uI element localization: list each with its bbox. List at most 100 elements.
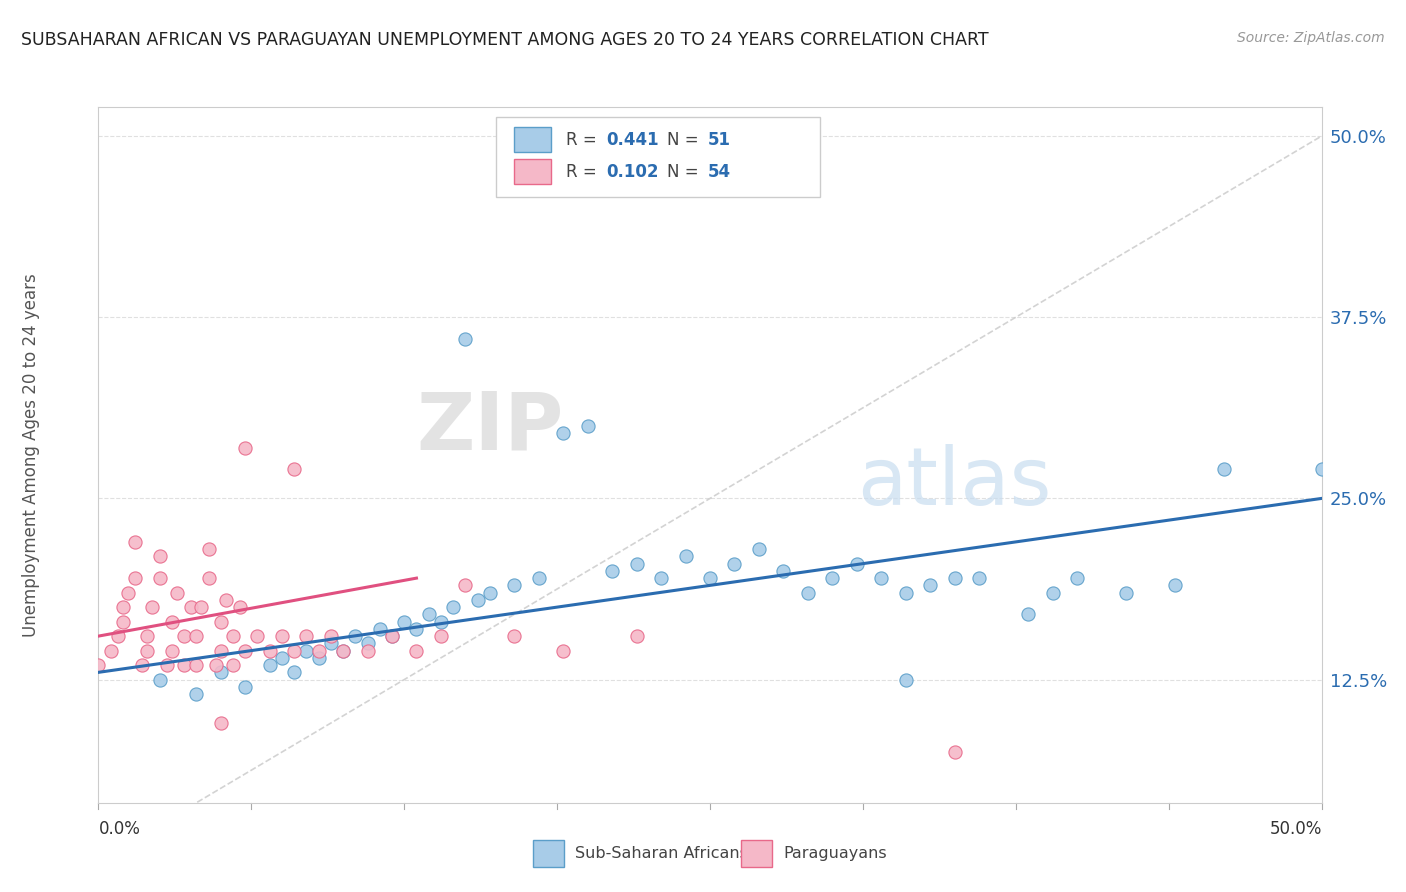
FancyBboxPatch shape — [741, 840, 772, 867]
Point — [283, 665, 305, 680]
Point — [173, 658, 195, 673]
Point — [295, 629, 318, 643]
Point — [332, 643, 354, 657]
Point — [319, 629, 342, 643]
Point — [233, 680, 256, 694]
Point — [650, 571, 672, 585]
Point — [1115, 585, 1137, 599]
Point — [136, 629, 159, 643]
Point — [233, 441, 256, 455]
Point — [131, 658, 153, 673]
FancyBboxPatch shape — [533, 840, 564, 867]
Point — [430, 615, 453, 629]
Point — [233, 643, 256, 657]
Point — [894, 673, 917, 687]
Point — [478, 585, 501, 599]
Point — [308, 651, 330, 665]
Point — [117, 585, 139, 599]
Point — [209, 665, 232, 680]
Point — [186, 658, 208, 673]
Text: N =: N = — [668, 162, 704, 181]
Point — [197, 542, 219, 557]
Point — [381, 629, 404, 643]
Point — [222, 629, 245, 643]
Point — [166, 585, 188, 599]
Point — [392, 615, 416, 629]
Point — [259, 658, 281, 673]
Point — [190, 600, 212, 615]
Point — [319, 636, 342, 650]
Text: R =: R = — [565, 131, 602, 149]
Point — [1212, 462, 1234, 476]
Text: 0.102: 0.102 — [606, 162, 658, 181]
Point — [626, 557, 648, 571]
Point — [149, 571, 172, 585]
Point — [797, 585, 820, 599]
Point — [454, 578, 477, 592]
Point — [368, 622, 391, 636]
Point — [356, 643, 378, 657]
Point — [1017, 607, 1039, 622]
Point — [180, 600, 202, 615]
Point — [149, 549, 172, 564]
Point — [920, 578, 942, 592]
Point — [943, 571, 966, 585]
FancyBboxPatch shape — [515, 128, 551, 153]
Text: N =: N = — [668, 131, 704, 149]
Point — [870, 571, 893, 585]
Point — [344, 629, 367, 643]
Text: atlas: atlas — [856, 443, 1052, 522]
Point — [454, 332, 477, 346]
Point — [626, 629, 648, 643]
Point — [772, 564, 794, 578]
Text: ZIP: ZIP — [416, 388, 564, 467]
Point — [356, 636, 378, 650]
Point — [675, 549, 697, 564]
Point — [1066, 571, 1088, 585]
Text: SUBSAHARAN AFRICAN VS PARAGUAYAN UNEMPLOYMENT AMONG AGES 20 TO 24 YEARS CORRELAT: SUBSAHARAN AFRICAN VS PARAGUAYAN UNEMPLO… — [21, 31, 988, 49]
Point — [308, 643, 330, 657]
Point — [821, 571, 844, 585]
Point — [100, 643, 122, 657]
Point — [270, 629, 294, 643]
Point — [107, 629, 129, 643]
Point — [149, 673, 172, 687]
Point — [503, 629, 526, 643]
Point — [503, 578, 526, 592]
Point — [209, 643, 232, 657]
Point — [381, 629, 404, 643]
Point — [527, 571, 550, 585]
Text: Source: ZipAtlas.com: Source: ZipAtlas.com — [1237, 31, 1385, 45]
Point — [418, 607, 440, 622]
Point — [295, 643, 318, 657]
Text: Paraguayans: Paraguayans — [783, 847, 887, 861]
Point — [186, 629, 208, 643]
Point — [405, 622, 427, 636]
Point — [160, 643, 183, 657]
Point — [229, 600, 252, 615]
Point — [205, 658, 228, 673]
Point — [845, 557, 868, 571]
Text: Sub-Saharan Africans: Sub-Saharan Africans — [575, 847, 748, 861]
Point — [894, 585, 917, 599]
Point — [111, 615, 134, 629]
Point — [124, 571, 146, 585]
Point — [576, 419, 599, 434]
Point — [553, 643, 575, 657]
Point — [430, 629, 453, 643]
Point — [214, 592, 236, 607]
Point — [209, 716, 232, 731]
Point — [173, 629, 195, 643]
Point — [259, 643, 281, 657]
Point — [1164, 578, 1187, 592]
Point — [283, 643, 305, 657]
Point — [332, 643, 354, 657]
Text: 50.0%: 50.0% — [1270, 821, 1322, 838]
Point — [553, 426, 575, 441]
Point — [141, 600, 163, 615]
Point — [1310, 462, 1333, 476]
Text: R =: R = — [565, 162, 602, 181]
Text: 51: 51 — [707, 131, 731, 149]
Point — [943, 745, 966, 759]
Point — [222, 658, 245, 673]
